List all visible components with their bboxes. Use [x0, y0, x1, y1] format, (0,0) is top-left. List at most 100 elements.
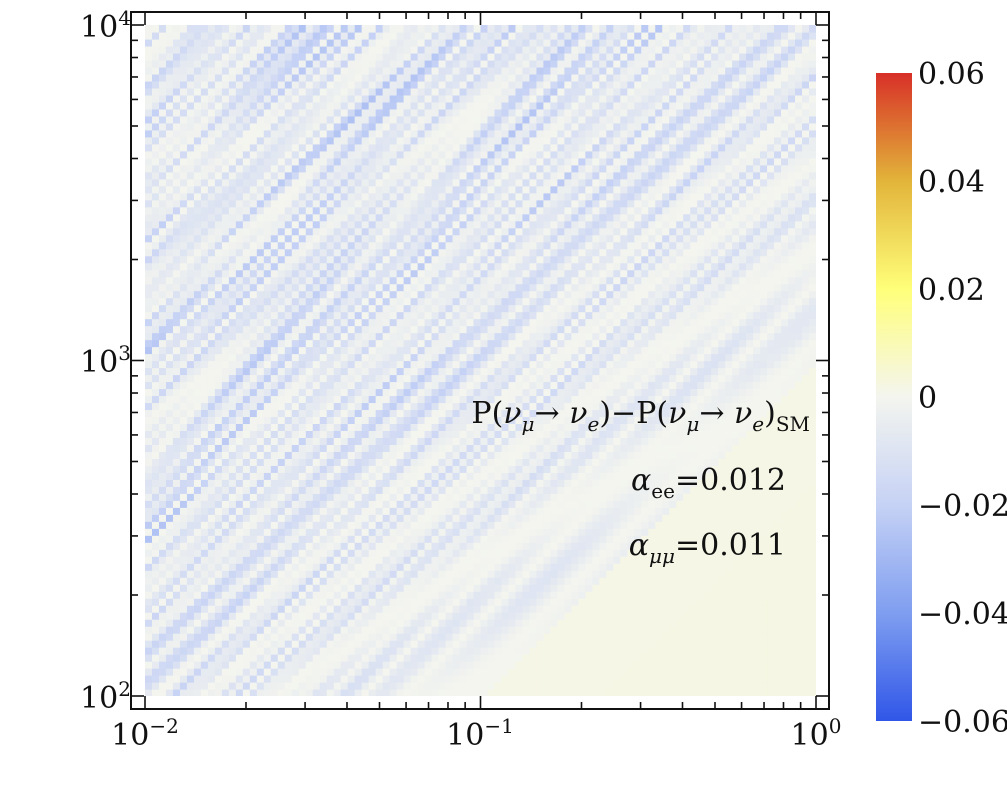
- heatmap-cell: [480, 416, 489, 425]
- heatmap-cell: [480, 514, 489, 522]
- heatmap-cell: [802, 493, 810, 501]
- heatmap-cell: [578, 423, 586, 431]
- heatmap-cell: [270, 549, 279, 557]
- heatmap-cell: [417, 549, 426, 557]
- heatmap-cell: [634, 563, 642, 571]
- heatmap-cell: [473, 339, 482, 348]
- heatmap-cell: [641, 528, 649, 536]
- heatmap-cell: [319, 507, 328, 515]
- heatmap-cell: [599, 647, 607, 655]
- heatmap-cell: [725, 598, 733, 606]
- heatmap-cell: [172, 423, 181, 431]
- heatmap-cell: [438, 619, 447, 627]
- heatmap-cell: [305, 591, 314, 599]
- heatmap-cell: [326, 360, 335, 369]
- heatmap-cell: [809, 598, 816, 606]
- heatmap-cell: [319, 486, 328, 494]
- heatmap-cell: [165, 549, 174, 557]
- heatmap-cell: [158, 633, 167, 641]
- heatmap-cell: [599, 689, 607, 696]
- heatmap-cell: [158, 388, 167, 397]
- heatmap-cell: [613, 619, 621, 627]
- heatmap-cell: [746, 367, 754, 376]
- heatmap-cell: [564, 654, 572, 662]
- heatmap-cell: [193, 388, 202, 397]
- heatmap-cell: [480, 367, 489, 376]
- heatmap-cell: [753, 486, 761, 494]
- heatmap-cell: [165, 353, 174, 362]
- heatmap-cell: [704, 332, 712, 341]
- heatmap-cell: [452, 626, 461, 634]
- heatmap-cell: [725, 570, 733, 578]
- heatmap-cell: [431, 514, 440, 522]
- heatmap-cell: [466, 374, 475, 383]
- heatmap-cell: [732, 332, 740, 341]
- heatmap-cell: [564, 577, 572, 585]
- heatmap-cell: [802, 542, 810, 550]
- heatmap-cell: [179, 500, 188, 508]
- heatmap-cell: [753, 577, 761, 585]
- heatmap-cell: [438, 612, 447, 620]
- heatmap-cell: [256, 332, 265, 341]
- heatmap-cell: [760, 388, 768, 397]
- heatmap-cell: [207, 605, 216, 613]
- heatmap-cell: [361, 500, 370, 508]
- heatmap-cell: [473, 661, 482, 669]
- heatmap-cell: [529, 563, 538, 571]
- heatmap-cell: [235, 661, 244, 669]
- heatmap-cell: [494, 374, 503, 383]
- heatmap-cell: [543, 514, 551, 522]
- heatmap-cell: [585, 479, 593, 487]
- heatmap-cell: [718, 605, 726, 613]
- heatmap-cell: [354, 619, 363, 627]
- heatmap-cell: [802, 528, 810, 536]
- heatmap-cell: [256, 423, 265, 431]
- heatmap-cell: [564, 528, 572, 536]
- heatmap-cell: [557, 423, 565, 431]
- heatmap-cell: [396, 381, 405, 390]
- heatmap-cell: [550, 584, 558, 592]
- heatmap-cell: [284, 395, 293, 404]
- heatmap-cell: [564, 402, 572, 411]
- heatmap-cell: [424, 486, 433, 494]
- heatmap-cell: [242, 661, 251, 669]
- heatmap-cell: [466, 675, 475, 683]
- heatmap-cell: [599, 430, 607, 438]
- heatmap-cell: [445, 633, 454, 641]
- heatmap-cell: [165, 409, 174, 418]
- heatmap-cell: [711, 563, 719, 571]
- heatmap-cell: [445, 647, 454, 655]
- heatmap-cell: [375, 668, 384, 676]
- heatmap-cell: [515, 367, 524, 376]
- heatmap-cell: [389, 465, 398, 473]
- heatmap-cell: [263, 682, 272, 690]
- heatmap-cell: [396, 360, 405, 369]
- heatmap-cell: [788, 416, 796, 425]
- heatmap-cell: [690, 486, 698, 494]
- heatmap-cell: [340, 472, 349, 480]
- heatmap-cell: [214, 374, 223, 383]
- heatmap-cell: [424, 549, 433, 557]
- heatmap-cell: [263, 374, 272, 383]
- heatmap-cell: [704, 346, 712, 355]
- heatmap-cell: [557, 367, 565, 376]
- heatmap-cell: [172, 633, 181, 641]
- heatmap-cell: [543, 661, 551, 669]
- heatmap-cell: [571, 619, 579, 627]
- heatmap-cell: [291, 332, 300, 341]
- heatmap-cell: [389, 360, 398, 369]
- heatmap-cell: [256, 661, 265, 669]
- heatmap-cell: [774, 332, 782, 341]
- heatmap-cell: [767, 423, 775, 431]
- heatmap-cell: [375, 640, 384, 648]
- heatmap-cell: [711, 584, 719, 592]
- heatmap-cell: [354, 570, 363, 578]
- heatmap-cell: [284, 374, 293, 383]
- heatmap-cell: [480, 486, 489, 494]
- heatmap-cell: [697, 395, 705, 404]
- heatmap-cell: [179, 493, 188, 501]
- heatmap-cell: [732, 675, 740, 683]
- heatmap-cell: [627, 451, 635, 459]
- heatmap-cell: [375, 535, 384, 543]
- heatmap-cell: [158, 367, 167, 376]
